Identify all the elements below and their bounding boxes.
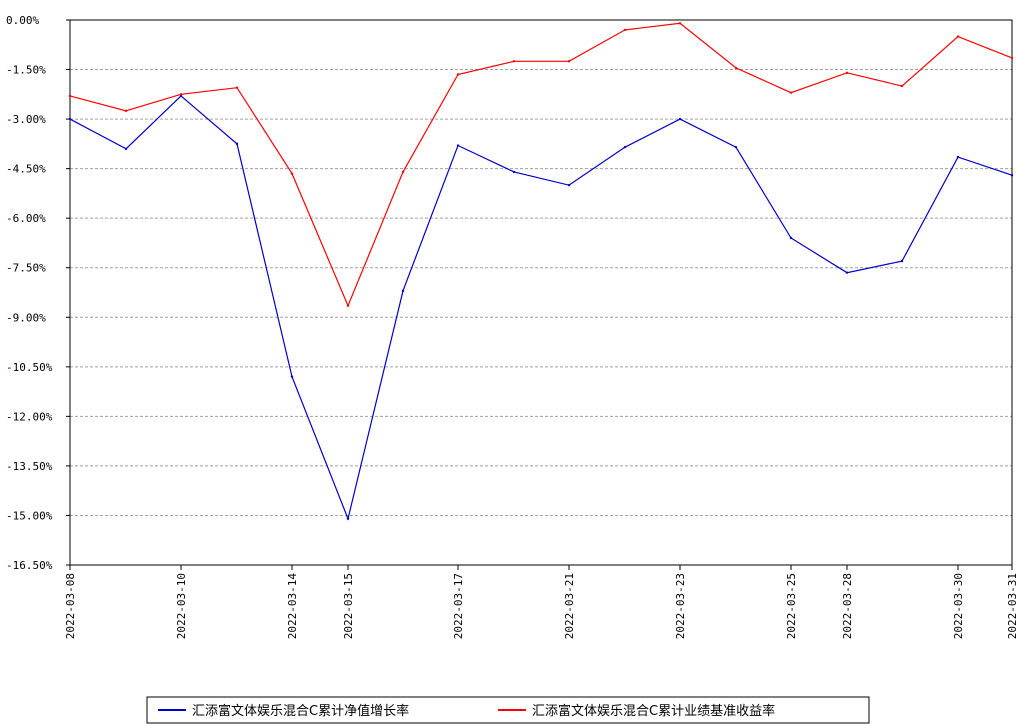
data-point xyxy=(346,304,350,307)
data-point xyxy=(734,66,738,70)
x-tick-label: 2022-03-31 xyxy=(1006,573,1017,639)
x-tick-label: 2022-03-08 xyxy=(64,573,77,639)
data-point xyxy=(235,142,239,146)
data-point xyxy=(68,94,72,98)
x-tick-label: 2022-03-17 xyxy=(452,573,465,639)
y-tick-label: -13.50% xyxy=(6,460,53,473)
series-line xyxy=(69,95,1013,521)
data-point xyxy=(401,289,405,293)
data-point xyxy=(456,144,460,147)
x-axis: 2022-03-08 2022-03-10 2022-03-14 2022-03-15… xyxy=(64,565,1017,639)
data-point xyxy=(623,28,627,32)
y-tick-label: -3.00% xyxy=(6,113,46,126)
data-point xyxy=(678,117,682,121)
data-point xyxy=(956,155,960,159)
series-layer xyxy=(68,22,1014,521)
data-point xyxy=(845,71,849,75)
x-tick-label: 2022-03-14 xyxy=(286,573,299,640)
data-point xyxy=(900,259,904,263)
data-point xyxy=(1010,174,1014,177)
y-axis: 0.00% -1.50% -3.00% -4.50% -6.00% -7.50% -9.00… xyxy=(6,14,70,572)
legend-label: 汇添富文体娱乐混合C累计净值增长率 xyxy=(192,703,409,719)
data-point xyxy=(567,183,571,187)
data-point xyxy=(623,145,627,149)
series-1 xyxy=(68,94,1014,521)
data-point xyxy=(401,170,405,174)
x-tick-label: 2022-03-30 xyxy=(952,573,965,639)
y-tick-label: -12.00% xyxy=(6,410,53,423)
y-tick-label: 0.00% xyxy=(6,14,39,27)
grid-layer xyxy=(70,69,1012,516)
x-tick-label: 2022-03-23 xyxy=(674,573,687,639)
data-point xyxy=(179,93,183,96)
data-point xyxy=(900,84,904,88)
data-point xyxy=(1010,56,1014,60)
y-tick-label: -15.00% xyxy=(6,509,53,522)
data-point xyxy=(845,271,849,274)
series-line xyxy=(69,22,1013,308)
data-point xyxy=(346,517,350,520)
x-tick-label: 2022-03-28 xyxy=(841,573,854,639)
series-2 xyxy=(68,22,1014,308)
data-point xyxy=(124,109,128,113)
data-point xyxy=(290,172,294,175)
data-point xyxy=(124,147,128,151)
y-tick-label: -6.00% xyxy=(6,212,46,225)
y-tick-label: -16.50% xyxy=(6,559,53,572)
x-tick-label: 2022-03-10 xyxy=(175,573,188,639)
data-point xyxy=(734,145,738,149)
y-tick-label: -7.50% xyxy=(6,262,46,275)
data-point xyxy=(456,73,460,76)
legend-label: 汇添富文体娱乐混合C累计业绩基准收益率 xyxy=(532,703,775,719)
data-point xyxy=(678,22,682,25)
data-point xyxy=(68,117,72,121)
y-tick-label: -9.00% xyxy=(6,311,46,324)
plot-area-frame xyxy=(69,19,1013,566)
data-point xyxy=(179,94,183,98)
data-point xyxy=(956,35,960,38)
data-point xyxy=(235,86,239,89)
y-tick-label: -4.50% xyxy=(6,163,46,176)
x-tick-label: 2022-03-25 xyxy=(785,573,798,639)
data-point xyxy=(789,236,793,240)
y-tick-label: -1.50% xyxy=(6,64,46,77)
data-point xyxy=(290,375,294,378)
data-point xyxy=(567,60,571,63)
data-point xyxy=(512,60,516,63)
x-tick-label: 2022-03-21 xyxy=(563,573,576,639)
y-tick-label: -10.50% xyxy=(6,361,53,374)
data-point xyxy=(512,170,516,174)
x-tick-label: 2022-03-15 xyxy=(342,573,355,639)
data-point xyxy=(789,91,793,94)
legend: 汇添富文体娱乐混合C累计净值增长率 汇添富文体娱乐混合C累计业绩基准收益率 xyxy=(146,696,870,724)
